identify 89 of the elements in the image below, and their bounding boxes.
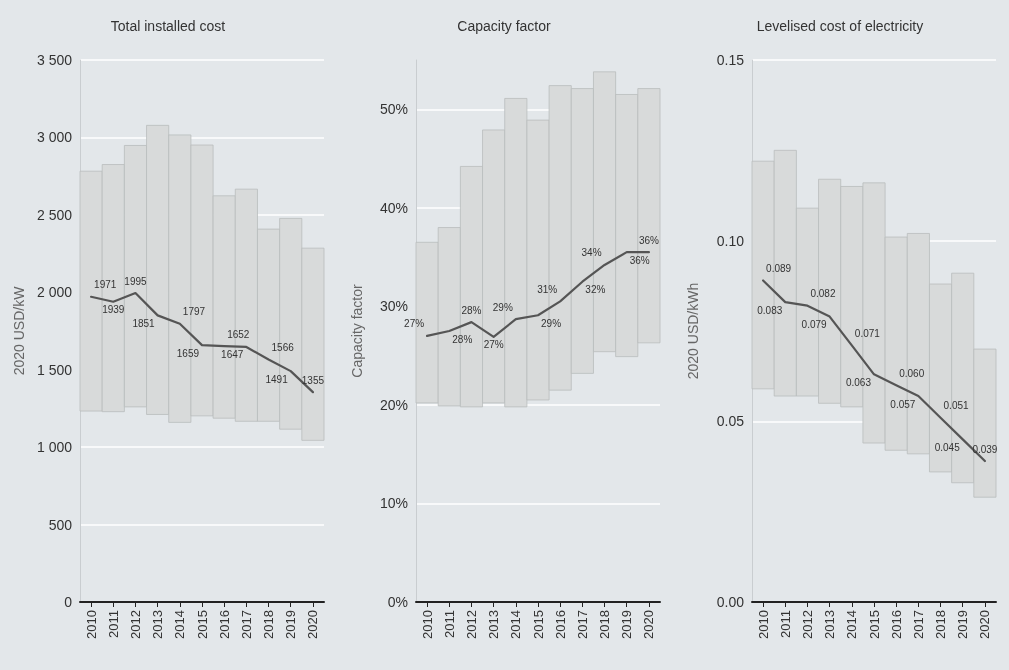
- y-axis-title: Capacity factor: [349, 283, 365, 378]
- y-tick-label: 2 000: [36, 284, 73, 301]
- y-tick-label: 10%: [379, 495, 408, 512]
- data-label: 0.071: [854, 327, 881, 339]
- x-tick-label: 2018: [933, 610, 949, 639]
- x-tick-label: 2015: [194, 610, 210, 639]
- x-tick-label: 2019: [955, 610, 971, 639]
- x-tick-label: 2011: [441, 610, 457, 638]
- x-tick-label: 2015: [866, 610, 882, 639]
- x-tick-label: 2012: [799, 610, 815, 639]
- data-label: 0.079: [801, 319, 828, 331]
- data-label: 0.051: [943, 400, 969, 412]
- x-tick-label: 2018: [597, 610, 613, 639]
- y-tick-label: 40%: [379, 199, 408, 216]
- x-tick-label: 2020: [641, 610, 657, 639]
- x-tick-label: 2013: [150, 610, 166, 639]
- y-axis-title: 2020 USD/kWh: [685, 282, 701, 380]
- data-label: 1659: [176, 347, 200, 359]
- x-tick-label: 2019: [619, 610, 635, 639]
- x-tick-label: 2017: [910, 610, 926, 639]
- x-tick-label: 2013: [822, 610, 838, 639]
- data-label: 1355: [301, 374, 325, 386]
- chart-title: Capacity factor: [457, 18, 552, 34]
- data-label: 28%: [452, 333, 473, 345]
- data-label: 1491: [265, 373, 289, 385]
- chart-title: Total installed cost: [110, 18, 226, 34]
- x-tick-label: 2011: [777, 610, 793, 638]
- x-tick-label: 2014: [508, 610, 524, 639]
- x-tick-label: 2020: [305, 610, 321, 639]
- data-label: 29%: [492, 301, 513, 313]
- y-tick-label: 0.15: [716, 52, 745, 68]
- data-label: 1939: [102, 304, 125, 316]
- data-label: 27%: [483, 339, 504, 351]
- y-tick-label: 3 000: [36, 129, 73, 146]
- data-label: 0.089: [766, 262, 792, 274]
- y-tick-label: 20%: [379, 396, 408, 413]
- x-tick-label: 2011: [105, 610, 121, 638]
- data-label: 0.057: [890, 398, 916, 410]
- data-label: 31%: [537, 283, 558, 295]
- y-tick-label: 0: [64, 594, 73, 610]
- data-label: 36%: [629, 254, 650, 266]
- y-tick-label: 0%: [387, 594, 408, 610]
- chart-title: Levelised cost of electricity: [756, 18, 924, 34]
- data-label: 1652: [227, 328, 250, 340]
- data-label: 0.082: [810, 288, 836, 300]
- x-tick-label: 2014: [172, 610, 188, 639]
- x-tick-label: 2010: [83, 610, 99, 639]
- y-tick-label: 2 500: [36, 206, 73, 223]
- y-tick-label: 0.00: [716, 594, 745, 610]
- x-tick-label: 2012: [127, 610, 143, 639]
- x-tick-label: 2016: [552, 610, 568, 639]
- x-tick-label: 2010: [755, 610, 771, 639]
- x-tick-label: 2015: [530, 610, 546, 639]
- y-tick-label: 0.10: [716, 232, 745, 249]
- x-tick-label: 2012: [463, 610, 479, 639]
- x-tick-label: 2014: [844, 610, 860, 639]
- data-label: 0.060: [899, 367, 925, 379]
- x-tick-label: 2020: [977, 610, 993, 639]
- data-label: 0.045: [934, 441, 961, 453]
- y-tick-label: 500: [48, 516, 73, 533]
- data-label: 1995: [124, 275, 148, 287]
- data-label: 32%: [585, 284, 606, 296]
- y-tick-label: 30%: [379, 298, 408, 315]
- x-tick-label: 2016: [888, 610, 904, 639]
- x-tick-label: 2013: [486, 610, 502, 639]
- x-tick-label: 2017: [574, 610, 590, 639]
- data-label: 36%: [638, 234, 660, 246]
- x-tick-label: 2017: [238, 610, 254, 639]
- data-label: 1851: [132, 317, 156, 329]
- x-tick-label: 2010: [419, 610, 435, 639]
- data-label: 1971: [94, 279, 117, 291]
- y-axis-title: 2020 USD/kW: [11, 285, 28, 376]
- data-label: 1647: [221, 349, 244, 361]
- y-tick-label: 50%: [379, 101, 408, 118]
- y-tick-label: 0.05: [716, 413, 745, 430]
- data-label: 28%: [461, 304, 482, 316]
- x-tick-label: 2016: [216, 610, 232, 639]
- y-tick-label: 1 000: [36, 439, 73, 456]
- x-tick-label: 2019: [283, 610, 299, 639]
- data-label: 34%: [581, 247, 602, 259]
- data-label: 29%: [541, 317, 562, 329]
- data-label: 1797: [182, 306, 206, 318]
- y-tick-label: 1 500: [36, 361, 73, 378]
- data-label: 0.083: [757, 304, 783, 316]
- data-label: 1566: [271, 341, 295, 353]
- y-tick-label: 3 500: [36, 52, 73, 68]
- x-tick-label: 2018: [261, 610, 277, 639]
- data-label: 27%: [404, 318, 425, 330]
- data-label: 0.063: [845, 376, 872, 388]
